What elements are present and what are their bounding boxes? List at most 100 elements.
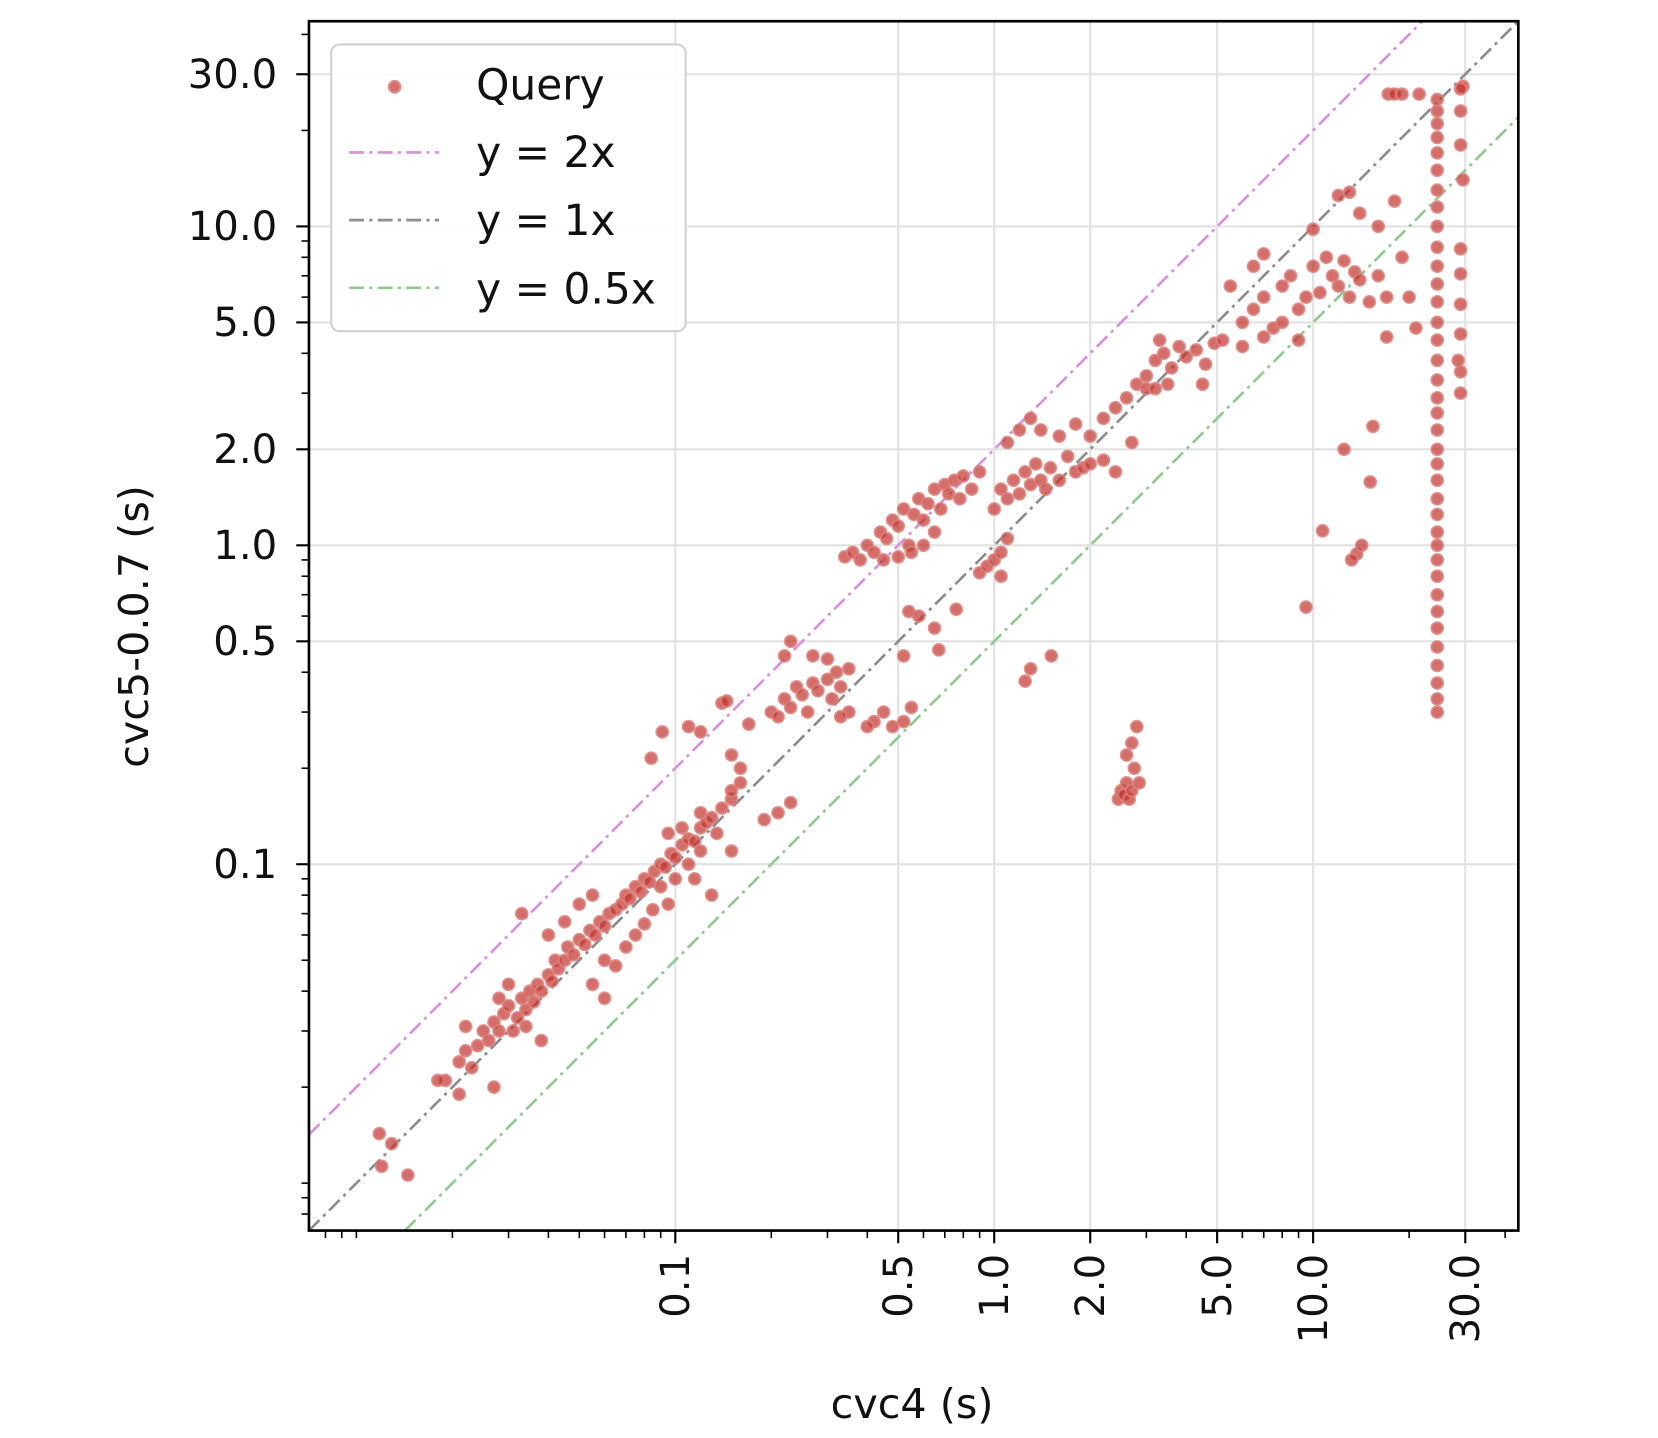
data-point (608, 959, 623, 973)
data-point (931, 643, 946, 657)
data-point (506, 1024, 520, 1038)
data-point (619, 940, 633, 954)
data-point (1430, 294, 1445, 309)
data-point (1275, 315, 1290, 330)
x-tick-label: 0.1 (653, 1254, 699, 1318)
data-point (534, 1033, 549, 1048)
data-point (1299, 290, 1313, 305)
data-point (1430, 457, 1445, 471)
data-point (771, 805, 785, 820)
data-point (1453, 327, 1468, 341)
data-point (927, 525, 942, 539)
data-point (941, 486, 956, 501)
data-point (597, 991, 612, 1006)
data-point (1430, 538, 1445, 553)
data-point (1119, 748, 1134, 762)
data-point (853, 553, 868, 567)
data-point (1189, 343, 1204, 357)
data-point (1342, 185, 1357, 200)
data-point (1337, 442, 1351, 457)
data-point (585, 888, 600, 903)
data-point (771, 709, 785, 724)
legend-label-1x: y = 1x (476, 196, 615, 245)
data-points (372, 79, 1470, 1182)
legend-label-query: Query (476, 60, 605, 109)
data-point (658, 860, 673, 874)
data-point (1306, 222, 1321, 237)
data-point (661, 826, 676, 841)
legend-label-0-5x: y = 0.5x (476, 265, 656, 314)
data-point (566, 947, 581, 962)
data-point (1371, 219, 1386, 234)
data-point (1379, 330, 1394, 344)
data-point (1139, 368, 1154, 383)
data-point (1127, 761, 1142, 776)
data-point (1430, 163, 1445, 178)
data-point (1430, 442, 1445, 457)
data-point (1000, 435, 1015, 450)
data-point (464, 1060, 479, 1075)
data-point (1371, 268, 1386, 283)
data-point (1198, 357, 1213, 371)
data-point (1331, 279, 1346, 293)
data-point (833, 679, 848, 694)
y-tick-label: 0.5 (213, 619, 277, 665)
data-point (452, 1055, 467, 1069)
data-point (430, 1073, 445, 1088)
data-point (1195, 377, 1210, 392)
y-tick-label: 5.0 (213, 300, 277, 346)
data-point (1018, 674, 1033, 689)
data-point (1430, 116, 1445, 131)
data-point (372, 1126, 387, 1141)
data-point (1108, 464, 1123, 479)
data-point (1456, 172, 1470, 187)
data-point (681, 719, 696, 734)
data-point (777, 649, 792, 663)
data-point (681, 857, 696, 872)
data-point (644, 751, 659, 766)
data-point (1430, 130, 1445, 145)
x-axis-label: cvc4 (s) (831, 1380, 994, 1428)
data-point (1129, 719, 1144, 734)
x-tick-label: 30.0 (1443, 1254, 1489, 1343)
data-point (1453, 386, 1468, 401)
data-point (1453, 138, 1468, 152)
data-point (994, 545, 1008, 560)
data-point (1430, 569, 1445, 584)
data-point (510, 1010, 525, 1025)
data-point (1096, 411, 1111, 426)
data-point (1430, 333, 1445, 347)
data-point (733, 775, 748, 790)
y-tick-label: 10.0 (188, 204, 277, 250)
data-point (1018, 464, 1033, 479)
data-point (860, 719, 875, 734)
data-point (741, 717, 756, 731)
data-point (585, 977, 600, 992)
data-point (481, 1033, 496, 1048)
data-point (1108, 400, 1123, 415)
legend: Query y = 2x y = 1x y = 0.5x (330, 43, 687, 333)
data-point (384, 1136, 399, 1151)
data-point (1023, 411, 1038, 426)
data-point (452, 1087, 467, 1102)
data-point (1325, 268, 1340, 283)
data-point (1430, 705, 1445, 719)
data-point (653, 879, 668, 894)
data-point (1033, 423, 1048, 437)
data-point (1430, 604, 1445, 619)
data-point (1363, 475, 1378, 489)
data-point (1409, 321, 1423, 335)
data-point (572, 897, 587, 911)
data-point (1315, 523, 1330, 538)
data-point (1430, 200, 1445, 214)
data-point (724, 783, 739, 798)
data-point (885, 719, 900, 734)
data-point (1453, 104, 1468, 118)
data-point (1453, 242, 1468, 256)
data-point (1331, 188, 1346, 203)
data-point (916, 538, 931, 553)
data-point (1430, 240, 1445, 255)
data-point (1306, 259, 1321, 274)
data-point (1430, 640, 1445, 654)
